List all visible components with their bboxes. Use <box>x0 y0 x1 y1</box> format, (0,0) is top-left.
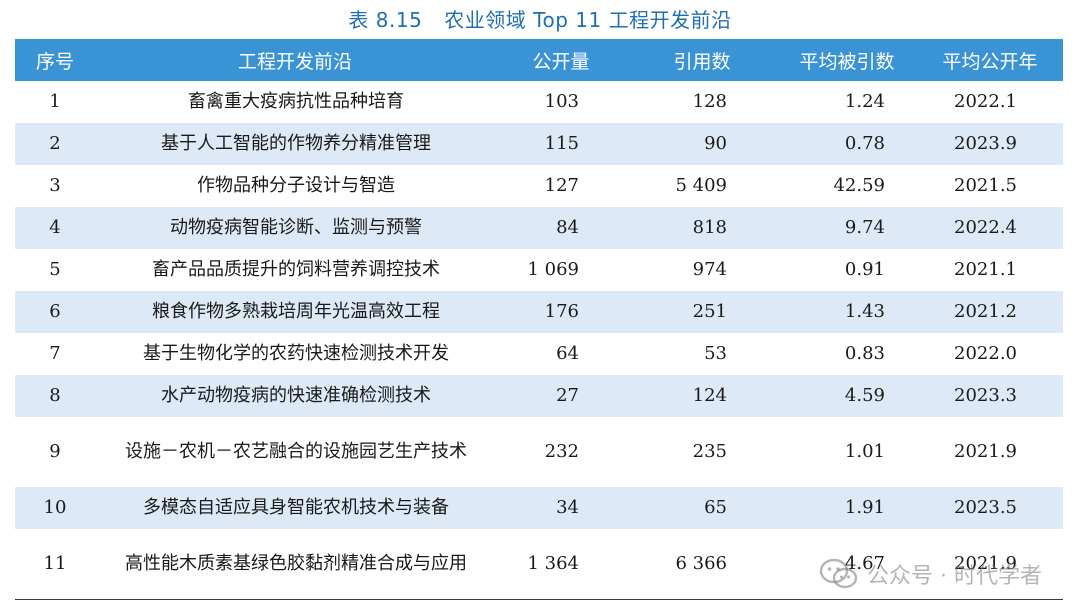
header-publications: 公开量 <box>532 50 590 73</box>
table-header-row: 序号 工程开发前沿 公开量 引用数 平均被引数 平均公开年 <box>15 39 1063 81</box>
cell-citations: 65 <box>704 497 727 518</box>
cell-citations: 974 <box>692 259 727 280</box>
table-row: 3 作物品种分子设计与智造 127 5 409 42.59 2021.5 <box>15 165 1063 207</box>
cell-publications: 64 <box>556 343 579 364</box>
cell-citations: 235 <box>692 441 727 462</box>
cell-publications: 176 <box>544 301 579 322</box>
header-avg-year: 平均公开年 <box>942 50 1038 73</box>
table-row: 7 基于生物化学的农药快速检测技术开发 64 53 0.83 2022.0 <box>15 333 1063 375</box>
cell-avg-year: 2023.9 <box>954 133 1017 154</box>
cell-citations: 90 <box>704 133 727 154</box>
table-row: 6 粮食作物多熟栽培周年光温高效工程 176 251 1.43 2021.2 <box>15 291 1063 333</box>
cell-no: 7 <box>49 343 61 364</box>
cell-citations: 6 366 <box>675 552 727 574</box>
cell-no: 6 <box>49 301 61 322</box>
table-row: 4 动物疫病智能诊断、监测与预警 84 818 9.74 2022.4 <box>15 207 1063 249</box>
header-no: 序号 <box>35 50 74 73</box>
cell-avg-citations: 0.83 <box>844 343 885 364</box>
cell-avg-citations: 42.59 <box>833 175 885 196</box>
cell-topic: 畜禽重大疫病抗性品种培育 <box>188 91 404 112</box>
cell-avg-year: 2021.9 <box>954 441 1017 462</box>
cell-avg-citations: 4.67 <box>844 552 885 574</box>
cell-publications: 232 <box>544 441 579 462</box>
cell-citations: 5 409 <box>675 175 727 196</box>
table-title: 农业领域 Top 11 工程开发前沿 <box>444 8 732 32</box>
cell-citations: 124 <box>692 385 727 406</box>
cell-no: 5 <box>49 259 61 280</box>
cell-no: 4 <box>49 217 61 238</box>
table-number: 表 8.15 <box>348 8 423 32</box>
cell-publications: 127 <box>544 175 579 196</box>
cell-citations: 251 <box>692 301 727 322</box>
cell-citations: 53 <box>704 343 727 364</box>
cell-avg-year: 2022.4 <box>954 217 1017 238</box>
cell-avg-year: 2021.1 <box>954 259 1017 280</box>
cell-avg-citations: 0.91 <box>844 259 885 280</box>
table-row: 2 基于人工智能的作物养分精准管理 115 90 0.78 2023.9 <box>15 123 1063 165</box>
table-row: 8 水产动物疫病的快速准确检测技术 27 124 4.59 2023.3 <box>15 375 1063 417</box>
cell-no: 10 <box>43 497 67 518</box>
cell-avg-citations: 0.78 <box>844 133 885 154</box>
header-topic: 工程开发前沿 <box>237 50 352 73</box>
cell-avg-year: 2021.9 <box>954 552 1017 574</box>
cell-avg-citations: 1.91 <box>844 497 885 518</box>
cell-avg-year: 2023.5 <box>954 497 1017 518</box>
cell-avg-year: 2023.3 <box>954 385 1017 406</box>
cell-publications: 1 069 <box>527 259 579 280</box>
cell-topic: 高性能木质素基绿色胶黏剂精准合成与应用 <box>125 552 467 574</box>
cell-avg-citations: 1.24 <box>844 91 885 112</box>
table-row: 5 畜产品品质提升的饲料营养调控技术 1 069 974 0.91 2021.1 <box>15 249 1063 291</box>
cell-citations: 128 <box>692 91 727 112</box>
table-caption: 表 8.15 农业领域 Top 11 工程开发前沿 <box>0 4 1080 36</box>
header-citations: 引用数 <box>673 50 731 73</box>
cell-avg-citations: 9.74 <box>844 217 885 238</box>
cell-topic: 基于人工智能的作物养分精准管理 <box>161 133 431 154</box>
table-row: 1 畜禽重大疫病抗性品种培育 103 128 1.24 2022.1 <box>15 81 1063 123</box>
cell-no: 9 <box>49 441 61 462</box>
cell-topic: 作物品种分子设计与智造 <box>197 175 395 196</box>
cell-citations: 818 <box>692 217 727 238</box>
header-avg-citations: 平均被引数 <box>799 50 895 73</box>
cell-avg-citations: 1.43 <box>844 301 885 322</box>
cell-publications: 103 <box>544 91 579 112</box>
table-row: 9 设施－农机－农艺融合的设施园艺生产技术 232 235 1.01 2021.… <box>15 417 1063 487</box>
cell-avg-year: 2021.5 <box>954 175 1017 196</box>
cell-no: 1 <box>49 91 61 112</box>
cell-avg-year: 2022.1 <box>954 91 1017 112</box>
cell-publications: 1 364 <box>527 552 579 574</box>
cell-no: 11 <box>43 552 67 574</box>
cell-no: 3 <box>49 175 61 196</box>
cell-topic: 粮食作物多熟栽培周年光温高效工程 <box>152 301 440 322</box>
cell-publications: 115 <box>544 133 579 154</box>
cell-avg-citations: 1.01 <box>844 441 885 462</box>
cell-publications: 84 <box>556 217 579 238</box>
table-row: 11 高性能木质素基绿色胶黏剂精准合成与应用 1 364 6 366 4.67 … <box>15 529 1063 599</box>
cell-topic: 畜产品品质提升的饲料营养调控技术 <box>152 259 440 280</box>
cell-topic: 基于生物化学的农药快速检测技术开发 <box>143 343 449 364</box>
cell-publications: 34 <box>556 497 579 518</box>
cell-topic: 水产动物疫病的快速准确检测技术 <box>161 385 431 406</box>
cell-topic: 动物疫病智能诊断、监测与预警 <box>170 217 422 238</box>
table-row: 10 多模态自适应具身智能农机技术与装备 34 65 1.91 2023.5 <box>15 487 1063 529</box>
cell-avg-year: 2021.2 <box>954 301 1017 322</box>
cell-no: 8 <box>49 385 61 406</box>
cell-topic: 设施－农机－农艺融合的设施园艺生产技术 <box>125 441 467 462</box>
cell-no: 2 <box>49 133 61 154</box>
cell-avg-year: 2022.0 <box>954 343 1017 364</box>
cell-topic: 多模态自适应具身智能农机技术与装备 <box>143 497 449 518</box>
cell-avg-citations: 4.59 <box>844 385 885 406</box>
cell-publications: 27 <box>556 385 579 406</box>
engineering-fronts-table: 序号 工程开发前沿 公开量 引用数 平均被引数 平均公开年 1 畜禽重大疫病抗性… <box>15 39 1063 600</box>
